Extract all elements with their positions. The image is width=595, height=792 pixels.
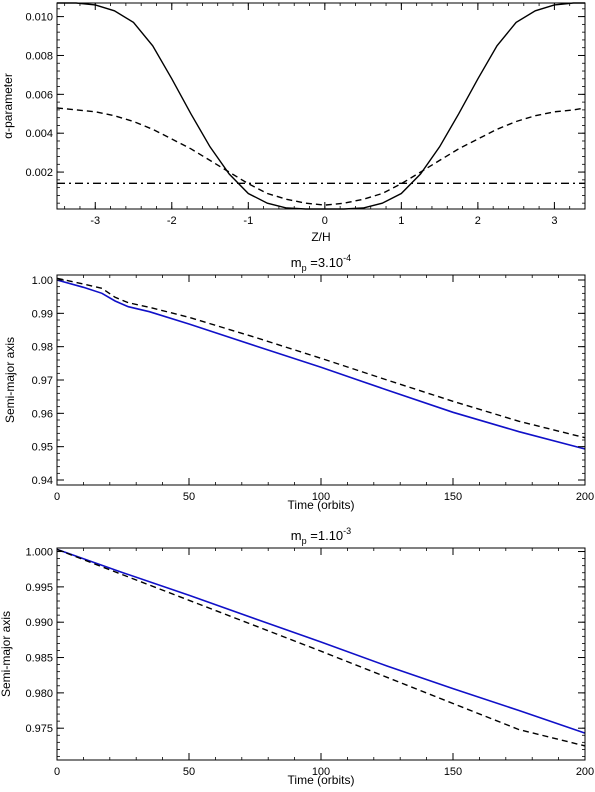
y-tick-label: 0.97 <box>32 375 53 387</box>
plot-frame <box>56 274 586 486</box>
x-tick-label: -2 <box>167 215 177 227</box>
y-tick-label: 1.000 <box>25 547 53 559</box>
x-tick-label: 1 <box>398 215 404 227</box>
x-axis-label: Z/H <box>311 230 330 244</box>
y-axis-label: Semi-major axis <box>0 611 13 697</box>
x-tick-label: 0 <box>54 491 60 503</box>
panel-migration-mp-3e-4: 0 50 100 150 200 0.94 0.95 0.96 0.97 0.98 0.99 1.00… <box>3 253 594 512</box>
x-tick-label: 100 <box>312 766 330 778</box>
series-line-solid <box>56 279 586 450</box>
x-tick-label: 100 <box>312 491 330 503</box>
y-tick-label: 0.99 <box>32 308 53 320</box>
x-tick-label: 2 <box>475 215 481 227</box>
panel-title: mp =1.10-3 <box>291 526 351 546</box>
y-tick-label: 0.975 <box>25 723 53 735</box>
y-tick-label: 0.010 <box>25 12 53 24</box>
y-tick-label: 0.96 <box>32 408 53 420</box>
y-tick-label: 1.00 <box>32 275 53 287</box>
x-tick-label: 200 <box>576 491 594 503</box>
panel-alpha-profile: -3 -2 -1 0 1 2 3 0.002 0.004 0.006 0.008 0.010 Z/H α-… <box>1 2 586 244</box>
y-tick-label: 0.985 <box>25 653 53 665</box>
series-line-dashed <box>56 548 586 747</box>
y-tick-label: 0.004 <box>25 128 53 140</box>
series-line-solid <box>56 548 586 734</box>
x-tick-label: 0 <box>54 766 60 778</box>
y-tick-label: 0.995 <box>25 582 53 594</box>
series-line-dashed <box>56 107 586 206</box>
y-tick-label: 0.008 <box>25 50 53 62</box>
x-tick-label: 200 <box>576 766 594 778</box>
y-axis-label: α-parameter <box>1 73 15 139</box>
x-axis-label: Time (orbits) <box>288 773 355 787</box>
y-tick-label: 0.95 <box>32 442 53 454</box>
x-tick-label: -3 <box>90 215 100 227</box>
y-tick-label: 0.006 <box>25 89 53 101</box>
y-tick-label: 0.002 <box>25 167 53 179</box>
panel-migration-mp-1e-3: 0 50 100 150 200 0.975 0.980 0.985 0.990 0.995 1.0… <box>0 526 594 787</box>
x-tick-label: -1 <box>243 215 253 227</box>
x-axis-label: Time (orbits) <box>288 498 355 512</box>
series-line-dashed <box>56 277 586 439</box>
x-tick-label: 50 <box>183 491 195 503</box>
y-tick-label: 0.980 <box>25 688 53 700</box>
x-tick-label: 150 <box>444 766 462 778</box>
panel-title: mp =3.10-4 <box>291 253 351 273</box>
x-tick-label: 50 <box>183 766 195 778</box>
x-tick-label: 0 <box>322 215 328 227</box>
y-tick-label: 0.990 <box>25 617 53 629</box>
x-tick-label: 3 <box>551 215 557 227</box>
series-line-solid <box>57 2 585 210</box>
y-tick-label: 0.98 <box>32 342 53 354</box>
y-axis-label: Semi-major axis <box>3 337 17 423</box>
plot-frame <box>56 2 586 210</box>
x-tick-label: 150 <box>444 491 462 503</box>
y-tick-label: 0.94 <box>32 475 53 487</box>
